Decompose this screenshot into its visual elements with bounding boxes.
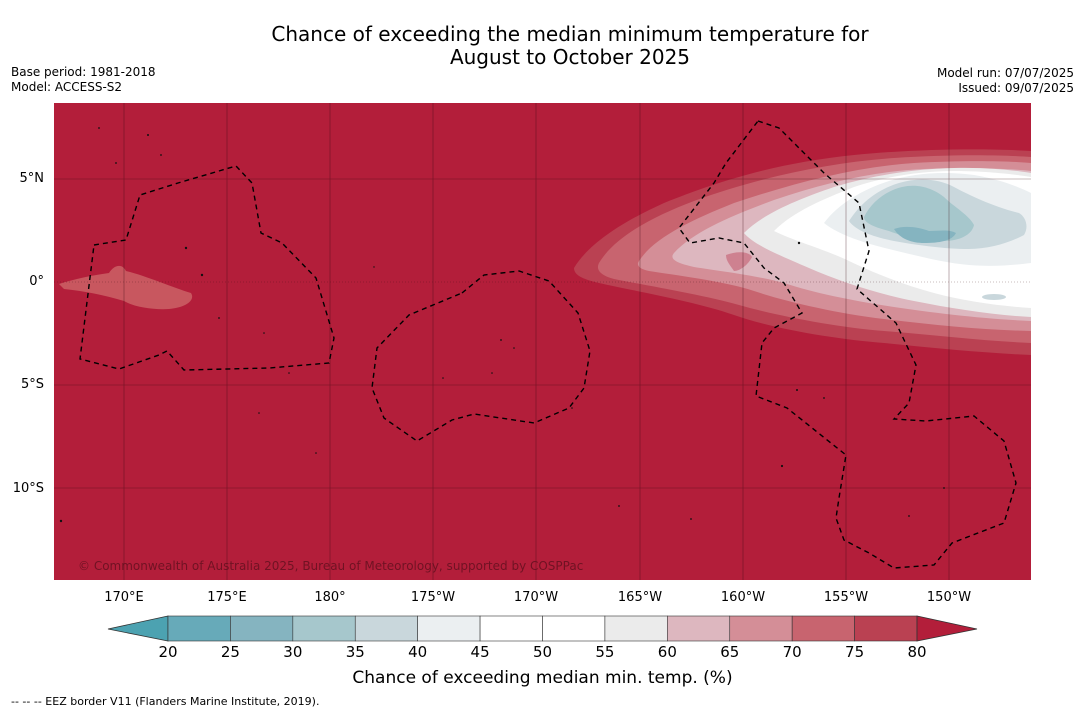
colorbar-cell xyxy=(791,615,855,642)
map-credit: © Commonwealth of Australia 2025, Bureau… xyxy=(78,559,583,573)
lon-label-170w: 170°W xyxy=(513,590,559,605)
colorbar-tick-label: 80 xyxy=(907,643,927,661)
lon-label-150w: 150°W xyxy=(926,590,972,605)
gridlines xyxy=(54,103,1031,580)
lon-label-175w: 175°W xyxy=(410,590,456,605)
lon-label-155w: 155°W xyxy=(823,590,869,605)
eez-phoenix xyxy=(371,270,591,442)
colorbar-label: Chance of exceeding median min. temp. (%… xyxy=(352,668,733,688)
map-title-line1: Chance of exceeding the median minimum t… xyxy=(271,22,869,46)
colorbar-tick-label: 20 xyxy=(158,643,178,661)
eez-borders xyxy=(79,120,1017,569)
colorbar-cell xyxy=(729,615,793,642)
colorbar-cell xyxy=(167,615,231,642)
colorbar-tick-label: 75 xyxy=(845,643,865,661)
colorbar-cell xyxy=(479,615,543,642)
colorbar-tick-label: 55 xyxy=(595,643,615,661)
colorbar-tick-label: 50 xyxy=(532,643,553,661)
colorbar-tick-label: 65 xyxy=(720,643,740,661)
colorbar-cell xyxy=(230,615,294,642)
colorbar-under-arrow xyxy=(107,615,169,642)
colorbar-tick-label: 45 xyxy=(470,643,490,661)
colorbar-tick-label: 60 xyxy=(657,643,677,661)
model-run: Model run: 07/07/2025 xyxy=(936,66,1074,80)
lat-label-5n: 5°N xyxy=(19,171,45,186)
colorbar-cell xyxy=(854,615,918,642)
eez-line-islands xyxy=(678,120,1017,569)
colorbar-cell xyxy=(667,615,731,642)
colorbar-over-arrow xyxy=(916,615,978,642)
islands xyxy=(59,127,945,523)
lat-label-5s: 5°S xyxy=(20,377,44,392)
colorbar-tick-label: 30 xyxy=(283,643,303,661)
colorbar-tick-label: 70 xyxy=(782,643,802,661)
colorbar-tick-label: 25 xyxy=(220,643,240,661)
west-warm-patch xyxy=(59,265,193,310)
colorbar-cell xyxy=(292,615,356,642)
lat-label-10s: 10°S xyxy=(12,481,44,496)
probability-map: © Commonwealth of Australia 2025, Bureau… xyxy=(54,103,1031,580)
base-period: Base period: 1981-2018 xyxy=(11,65,156,79)
lon-label-170e: 170°E xyxy=(104,590,144,605)
colorbar-tick-label: 40 xyxy=(408,643,428,661)
east-plume xyxy=(574,149,1031,355)
eez-kiribati-gilbert xyxy=(79,165,335,371)
lon-label-180: 180° xyxy=(314,590,346,605)
lon-label-175e: 175°E xyxy=(207,590,247,605)
colorbar-cell xyxy=(542,615,606,642)
colorbar-cell xyxy=(354,615,418,642)
colorbar-cells xyxy=(167,615,918,642)
colorbar-cell xyxy=(417,615,481,642)
lat-label-0: 0° xyxy=(29,274,44,289)
map-title-line2: August to October 2025 xyxy=(449,45,691,69)
colorbar-cell xyxy=(604,615,668,642)
colorbar-tick-label: 35 xyxy=(345,643,365,661)
meta-right: Model run: 07/07/2025 Issued: 09/07/2025 xyxy=(937,66,1074,96)
lon-label-160w: 160°W xyxy=(720,590,766,605)
model-name: Model: ACCESS-S2 xyxy=(11,80,123,94)
issued-date: Issued: 09/07/2025 xyxy=(958,81,1074,95)
eez-footer-note: -- -- -- EEZ border V11 (Flanders Marine… xyxy=(11,695,320,708)
lon-label-165w: 165°W xyxy=(617,590,663,605)
meta-left: Base period: 1981-2018 Model: ACCESS-S2 xyxy=(11,65,156,95)
colorbar xyxy=(107,615,978,642)
